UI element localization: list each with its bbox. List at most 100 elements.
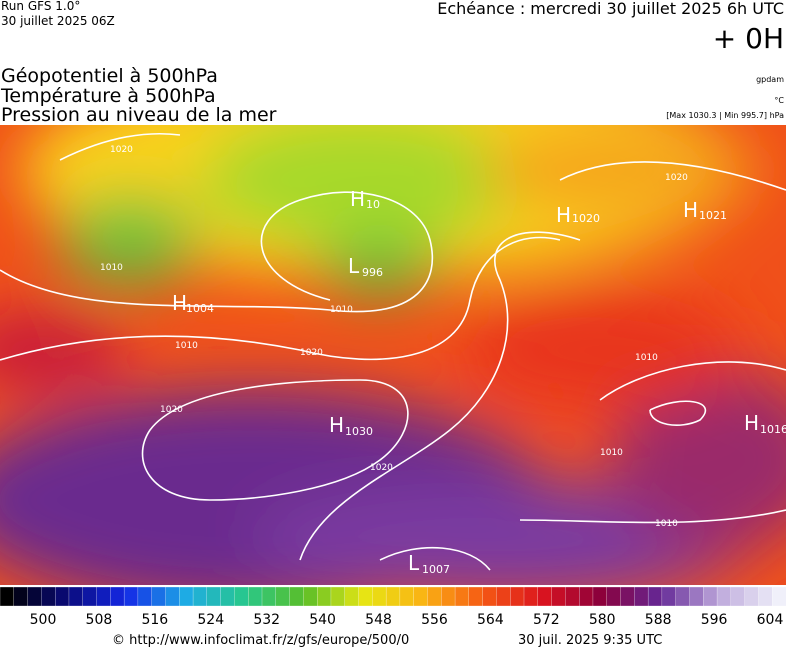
offset: + 0H xyxy=(713,22,784,55)
isobar-label: 1010 xyxy=(655,519,678,529)
swatch xyxy=(772,586,786,607)
swatch xyxy=(510,586,525,607)
swatch xyxy=(261,586,277,607)
center-letter: H xyxy=(556,203,571,227)
swatch xyxy=(248,586,263,607)
scale-label: 604 xyxy=(757,612,784,628)
swatch xyxy=(68,586,84,607)
swatch xyxy=(661,586,677,607)
center-value: 1020 xyxy=(572,212,600,225)
swatch xyxy=(427,586,442,607)
swatch xyxy=(234,586,249,607)
center-letter: L xyxy=(348,254,360,278)
footer-time: 30 juil. 2025 9:35 UTC xyxy=(518,633,662,648)
scale-label: 556 xyxy=(421,612,448,628)
swatch xyxy=(275,586,291,607)
swatch xyxy=(303,586,318,607)
swatch xyxy=(716,586,732,607)
swatch xyxy=(703,586,718,607)
center-value: 996 xyxy=(362,266,383,279)
echeance: Echéance : mercredi 30 juillet 2025 6h U… xyxy=(437,0,784,18)
swatch xyxy=(413,586,428,607)
unit: gpdam xyxy=(756,75,784,84)
isobar-label: 1010 xyxy=(100,263,123,273)
center-letter: H xyxy=(683,198,698,222)
scale-label: 588 xyxy=(645,612,672,628)
swatch xyxy=(330,586,346,607)
title: Température à 500hPa xyxy=(0,85,216,107)
swatch xyxy=(13,586,29,607)
center-letter: H xyxy=(329,413,344,437)
swatch xyxy=(41,586,56,607)
swatch xyxy=(551,586,566,607)
swatch xyxy=(523,586,539,607)
swatch xyxy=(289,586,304,607)
isobar-label: 1020 xyxy=(370,463,393,473)
swatch xyxy=(192,586,208,607)
scale-label: 580 xyxy=(589,612,616,628)
swatch xyxy=(592,586,608,607)
swatch xyxy=(179,586,194,607)
scale-label: 516 xyxy=(141,612,168,628)
scale-label: 500 xyxy=(30,612,57,628)
swatch xyxy=(399,586,415,607)
isobar-label: 1010 xyxy=(330,305,353,315)
isobar-label: 1020 xyxy=(665,173,688,183)
isobar-label: 1010 xyxy=(175,341,198,351)
swatch xyxy=(55,586,70,607)
swatch xyxy=(220,586,235,607)
center-value: 1007 xyxy=(422,563,450,576)
scale-label: 532 xyxy=(253,612,280,628)
swatch xyxy=(27,586,42,607)
center-value: 1021 xyxy=(699,209,727,222)
center-letter: H xyxy=(350,187,365,211)
scale-label: 540 xyxy=(309,612,336,628)
swatch xyxy=(82,586,97,607)
color-scale: 500 508 516 524 532 540 548 556 564 572 580 588 596 6… xyxy=(0,586,786,628)
swatch xyxy=(165,586,180,607)
swatch xyxy=(151,586,166,607)
center-value: 1016 xyxy=(760,423,786,436)
scale-label: 564 xyxy=(477,612,504,628)
swatch xyxy=(606,586,621,607)
swatch xyxy=(441,586,456,607)
center-letter: H xyxy=(172,291,187,315)
swatch xyxy=(537,586,553,607)
swatch xyxy=(744,586,759,607)
swatch xyxy=(634,586,649,607)
swatch xyxy=(0,586,15,607)
swatch xyxy=(454,586,470,607)
swatch xyxy=(385,586,401,607)
isobar-label: 1010 xyxy=(600,448,623,458)
center-letter: L xyxy=(408,551,420,575)
isobar-label: 1020 xyxy=(110,145,133,155)
isobar-label: 1010 xyxy=(635,353,658,363)
swatch xyxy=(579,586,594,607)
isobar-label: 1020 xyxy=(160,405,183,415)
swatch xyxy=(372,586,387,607)
swatch xyxy=(110,586,125,607)
scale-label: 596 xyxy=(701,612,728,628)
center-value: 1030 xyxy=(345,425,373,438)
swatch xyxy=(620,586,635,607)
center-value: 10 xyxy=(366,198,380,211)
center-value: 1004 xyxy=(186,302,214,315)
unit: [Max 1030.3 | Min 995.7] hPa xyxy=(666,111,784,120)
swatch xyxy=(96,586,111,607)
swatch xyxy=(468,586,484,607)
swatch xyxy=(689,586,704,607)
swatch xyxy=(496,586,511,607)
center-letter: H xyxy=(744,411,759,435)
swatch xyxy=(344,586,359,607)
scale-label: 572 xyxy=(533,612,560,628)
swatch xyxy=(206,586,222,607)
swatch xyxy=(137,586,153,607)
scale-label: 508 xyxy=(86,612,113,628)
title: Géopotentiel à 500hPa xyxy=(1,65,218,87)
swatch xyxy=(730,586,746,607)
swatch xyxy=(358,586,373,607)
title: Pression au niveau de la mer xyxy=(1,104,277,126)
scale-label: 524 xyxy=(197,612,224,628)
scale-label: 548 xyxy=(365,612,392,628)
